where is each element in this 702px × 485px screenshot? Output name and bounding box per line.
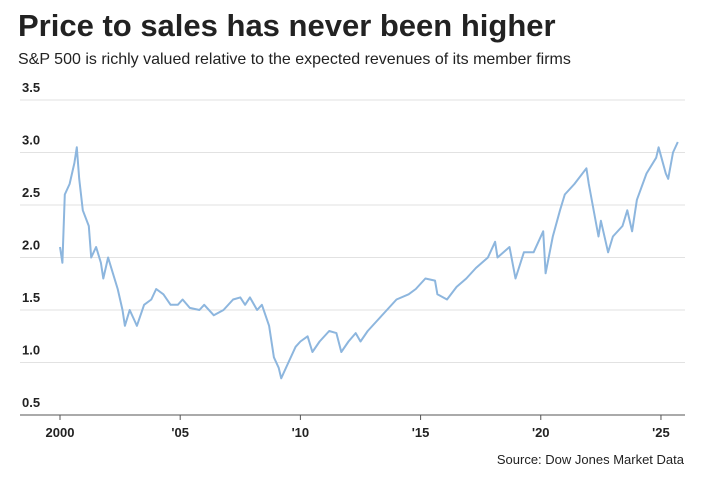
x-tick-label: '20 — [532, 425, 550, 440]
y-tick-label: 2.0 — [22, 238, 40, 253]
x-tick-label: '05 — [171, 425, 189, 440]
y-tick-label: 3.5 — [22, 80, 40, 95]
line-series — [59, 141, 679, 380]
y-tick-label: 3.0 — [22, 133, 40, 148]
source: Source: Dow Jones Market Data — [497, 452, 685, 467]
x-tick-label: '25 — [652, 425, 670, 440]
y-tick-label: 1.5 — [22, 290, 40, 305]
x-tick-label: '15 — [412, 425, 430, 440]
chart-title: Price to sales has never been higher — [18, 8, 556, 43]
y-tick-label: 2.5 — [22, 185, 40, 200]
y-tick-label: 0.5 — [22, 395, 40, 410]
chart-subtitle: S&P 500 is richly valued relative to the… — [18, 51, 571, 68]
x-tick-label: '10 — [292, 425, 310, 440]
y-tick-label: 1.0 — [22, 343, 40, 358]
x-tick-label: 2000 — [46, 425, 75, 440]
